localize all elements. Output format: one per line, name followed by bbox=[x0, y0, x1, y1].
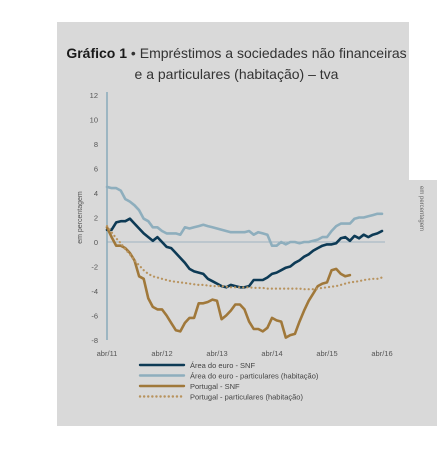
x-tick-label: abr/11 bbox=[97, 349, 118, 358]
x-tick-label: abr/14 bbox=[261, 349, 282, 358]
adjacent-chart-edge bbox=[409, 180, 437, 426]
chart-title-text: Empréstimos a sociedades não financeiras… bbox=[134, 45, 407, 82]
x-tick-label: abr/12 bbox=[151, 349, 172, 358]
y-tick-label: 12 bbox=[90, 91, 98, 100]
y-tick-label: -4 bbox=[91, 287, 98, 296]
legend-label-3: Portugal - SNF bbox=[190, 382, 240, 391]
y-tick-label: 0 bbox=[94, 238, 98, 247]
series-line-2 bbox=[105, 185, 384, 247]
series-line-4 bbox=[105, 225, 384, 291]
y-tick-label: 6 bbox=[94, 165, 98, 174]
y-tick-label: 2 bbox=[94, 214, 98, 223]
y-tick-label: 4 bbox=[94, 189, 98, 198]
y-axis-label: em percentagem bbox=[77, 191, 84, 244]
series-line-1 bbox=[105, 217, 384, 289]
chart-title: Gráfico 1 • Empréstimos a sociedades não… bbox=[64, 43, 409, 85]
legend-label-4: Portugal - particulares (habitação) bbox=[190, 393, 303, 402]
y-tick-label: -8 bbox=[91, 336, 98, 345]
y-tick-label: 10 bbox=[90, 116, 98, 125]
legend-label-2: Área do euro - particulares (habitação) bbox=[190, 372, 319, 381]
adjacent-chart-y-axis-label: em percentagem bbox=[418, 186, 424, 232]
chart-title-bullet: • bbox=[127, 45, 140, 61]
x-tick-label: abr/13 bbox=[206, 349, 227, 358]
x-tick-label: abr/15 bbox=[316, 349, 337, 358]
y-tick-label: -6 bbox=[91, 312, 98, 321]
x-tick-label: abr/16 bbox=[371, 349, 392, 358]
y-tick-label: -2 bbox=[91, 263, 98, 272]
legend-label-1: Área do euro - SNF bbox=[190, 361, 255, 370]
series-line-3 bbox=[105, 226, 352, 339]
y-tick-label: 8 bbox=[94, 140, 98, 149]
chart-title-number: Gráfico 1 bbox=[66, 45, 128, 61]
